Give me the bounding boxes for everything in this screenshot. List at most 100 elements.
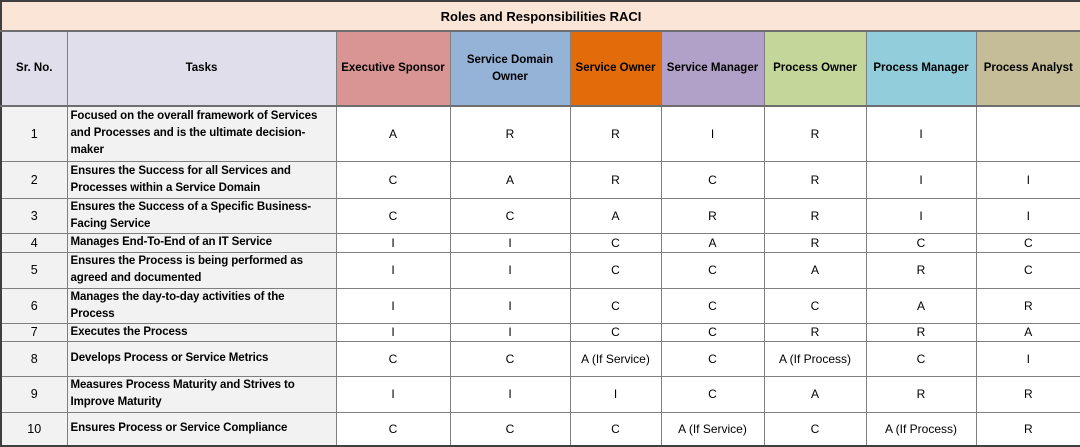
raci-cell: R <box>865 322 977 342</box>
task-cell: Ensures the Success of a Specific Busine… <box>66 197 337 234</box>
column-header-tasks: Tasks <box>66 30 337 107</box>
column-header-executive-sponsor: Executive Sponsor <box>335 30 451 107</box>
raci-cell: R <box>763 232 867 253</box>
raci-cell: C <box>660 322 765 342</box>
task-cell: Manages End-To-End of an IT Service <box>66 232 337 253</box>
raci-cell: A <box>660 232 765 253</box>
table-row: 9 Measures Process Maturity and Strives … <box>0 375 1080 413</box>
raci-cell: I <box>335 287 451 324</box>
raci-cell: R <box>449 105 571 162</box>
table-row: 8 Develops Process or Service Metrics C … <box>0 340 1080 377</box>
raci-cell: C <box>975 251 1080 289</box>
raci-cell: C <box>569 322 662 342</box>
task-cell: Executes the Process <box>66 322 337 342</box>
column-header-sr-no: Sr. No. <box>0 30 68 107</box>
sr-no-cell: 9 <box>0 375 68 413</box>
sr-no-cell: 4 <box>0 232 68 253</box>
task-cell: Ensures Process or Service Compliance <box>66 411 337 447</box>
raci-cell: R <box>975 375 1080 413</box>
raci-cell: C <box>865 232 977 253</box>
raci-cell: I <box>865 197 977 234</box>
raci-cell: C <box>449 411 571 447</box>
task-cell: Ensures the Success for all Services and… <box>66 160 337 199</box>
raci-cell: C <box>569 232 662 253</box>
raci-cell: C <box>449 340 571 377</box>
raci-cell: R <box>763 197 867 234</box>
raci-cell: R <box>569 105 662 162</box>
column-header-process-owner: Process Owner <box>763 30 867 107</box>
raci-cell: C <box>660 375 765 413</box>
raci-cell: I <box>335 375 451 413</box>
raci-cell: R <box>763 322 867 342</box>
raci-cell: I <box>335 322 451 342</box>
table-row: 1 Focused on the overall framework of Se… <box>0 105 1080 162</box>
raci-cell: C <box>660 251 765 289</box>
column-header-service-domain-owner: Service Domain Owner <box>449 30 571 107</box>
table-row: 7 Executes the Process I I C C R R A <box>0 322 1080 342</box>
raci-cell: C <box>569 251 662 289</box>
raci-cell: I <box>975 160 1080 199</box>
column-header-process-analyst: Process Analyst <box>975 30 1080 107</box>
raci-cell: C <box>335 340 451 377</box>
raci-cell: R <box>975 411 1080 447</box>
sr-no-cell: 2 <box>0 160 68 199</box>
task-cell: Develops Process or Service Metrics <box>66 340 337 377</box>
sr-no-cell: 6 <box>0 287 68 324</box>
raci-cell: I <box>449 251 571 289</box>
raci-cell: C <box>975 232 1080 253</box>
table-title-row: Roles and Responsibilities RACI <box>0 0 1080 32</box>
column-header-process-manager: Process Manager <box>865 30 977 107</box>
raci-cell: C <box>763 287 867 324</box>
raci-cell: A (If Process) <box>763 340 867 377</box>
sr-no-cell: 1 <box>0 105 68 162</box>
raci-cell: A <box>569 197 662 234</box>
raci-cell: I <box>865 160 977 199</box>
raci-cell: R <box>763 160 867 199</box>
table-row: 4 Manages End-To-End of an IT Service I … <box>0 232 1080 253</box>
raci-cell <box>975 105 1080 162</box>
raci-cell: C <box>335 411 451 447</box>
raci-cell: A (If Service) <box>660 411 765 447</box>
raci-cell: I <box>449 287 571 324</box>
raci-cell: I <box>865 105 977 162</box>
raci-cell: I <box>335 251 451 289</box>
raci-cell: I <box>449 375 571 413</box>
table-row: 3 Ensures the Success of a Specific Busi… <box>0 197 1080 234</box>
raci-cell: I <box>975 197 1080 234</box>
raci-cell: R <box>975 287 1080 324</box>
raci-cell: R <box>763 105 867 162</box>
raci-cell: I <box>569 375 662 413</box>
raci-cell: A <box>865 287 977 324</box>
raci-cell: R <box>865 375 977 413</box>
raci-cell: C <box>335 197 451 234</box>
raci-cell: C <box>569 411 662 447</box>
raci-cell: I <box>335 232 451 253</box>
raci-cell: C <box>335 160 451 199</box>
raci-cell: I <box>660 105 765 162</box>
table-row: 2 Ensures the Success for all Services a… <box>0 160 1080 199</box>
table-row: 5 Ensures the Process is being performed… <box>0 251 1080 289</box>
raci-cell: C <box>449 197 571 234</box>
column-header-service-manager: Service Manager <box>660 30 765 107</box>
column-header-service-owner: Service Owner <box>569 30 662 107</box>
raci-cell: A <box>763 251 867 289</box>
sr-no-cell: 8 <box>0 340 68 377</box>
task-cell: Measures Process Maturity and Strives to… <box>66 375 337 413</box>
raci-cell: C <box>660 160 765 199</box>
raci-cell: C <box>763 411 867 447</box>
raci-cell: C <box>865 340 977 377</box>
sr-no-cell: 7 <box>0 322 68 342</box>
task-cell: Ensures the Process is being performed a… <box>66 251 337 289</box>
raci-cell: A <box>449 160 571 199</box>
raci-cell: I <box>975 340 1080 377</box>
raci-cell: A <box>763 375 867 413</box>
page-title: Roles and Responsibilities RACI <box>0 0 1080 32</box>
task-cell: Focused on the overall framework of Serv… <box>66 105 337 162</box>
sr-no-cell: 3 <box>0 197 68 234</box>
table-row: 6 Manages the day-to-day activities of t… <box>0 287 1080 324</box>
raci-cell: R <box>569 160 662 199</box>
raci-cell: A <box>335 105 451 162</box>
table-row: 10 Ensures Process or Service Compliance… <box>0 411 1080 447</box>
raci-cell: C <box>569 287 662 324</box>
